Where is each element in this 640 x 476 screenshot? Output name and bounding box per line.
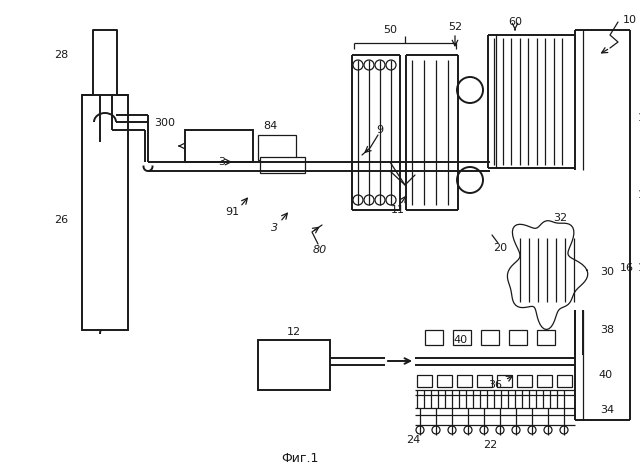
Circle shape bbox=[544, 426, 552, 434]
Text: 12: 12 bbox=[287, 327, 301, 337]
Bar bbox=[557, 375, 572, 387]
Circle shape bbox=[375, 195, 385, 205]
Bar bbox=[509, 330, 527, 345]
Text: 20: 20 bbox=[493, 243, 507, 253]
Bar bbox=[481, 330, 499, 345]
Circle shape bbox=[364, 195, 374, 205]
Bar bbox=[417, 375, 432, 387]
Text: 28: 28 bbox=[54, 50, 68, 60]
Text: 50: 50 bbox=[383, 25, 397, 35]
Text: 16: 16 bbox=[620, 263, 634, 273]
Bar bbox=[477, 375, 492, 387]
Text: 3: 3 bbox=[271, 223, 278, 233]
Text: 3: 3 bbox=[218, 157, 225, 167]
Text: 60: 60 bbox=[508, 17, 522, 27]
Circle shape bbox=[457, 167, 483, 193]
Bar bbox=[453, 330, 471, 345]
Bar bbox=[457, 375, 472, 387]
Bar bbox=[437, 375, 452, 387]
Circle shape bbox=[364, 60, 374, 70]
Text: 38: 38 bbox=[600, 325, 614, 335]
Circle shape bbox=[457, 77, 483, 103]
Bar bbox=[425, 330, 443, 345]
Circle shape bbox=[416, 426, 424, 434]
Text: 36: 36 bbox=[488, 380, 502, 390]
Text: 84: 84 bbox=[263, 121, 277, 131]
Text: 52: 52 bbox=[448, 22, 462, 32]
Text: 32: 32 bbox=[553, 213, 567, 223]
Text: 11: 11 bbox=[391, 205, 405, 215]
Circle shape bbox=[386, 60, 396, 70]
Text: 300: 300 bbox=[154, 118, 175, 128]
Text: 10: 10 bbox=[623, 15, 637, 25]
Circle shape bbox=[480, 426, 488, 434]
Text: 9: 9 bbox=[376, 125, 383, 135]
Text: Фиг.1: Фиг.1 bbox=[282, 452, 319, 465]
Bar bbox=[258, 135, 296, 160]
Bar bbox=[258, 340, 330, 390]
Bar bbox=[185, 130, 253, 162]
Text: 18: 18 bbox=[638, 113, 640, 123]
Circle shape bbox=[528, 426, 536, 434]
Text: 24: 24 bbox=[406, 435, 420, 445]
Circle shape bbox=[560, 426, 568, 434]
Text: 16: 16 bbox=[638, 263, 640, 273]
Text: 40: 40 bbox=[453, 335, 467, 345]
Bar bbox=[537, 375, 552, 387]
Bar bbox=[537, 330, 555, 345]
Circle shape bbox=[353, 195, 363, 205]
Text: 91: 91 bbox=[225, 207, 239, 217]
Circle shape bbox=[448, 426, 456, 434]
Text: 34: 34 bbox=[600, 405, 614, 415]
Text: 80: 80 bbox=[313, 245, 327, 255]
Text: 40: 40 bbox=[598, 370, 612, 380]
Circle shape bbox=[512, 426, 520, 434]
Bar bbox=[260, 157, 305, 173]
Bar bbox=[82, 95, 128, 330]
Circle shape bbox=[353, 60, 363, 70]
Circle shape bbox=[432, 426, 440, 434]
Circle shape bbox=[496, 426, 504, 434]
Circle shape bbox=[386, 195, 396, 205]
Text: 30: 30 bbox=[600, 267, 614, 277]
Bar bbox=[497, 375, 512, 387]
Bar bbox=[517, 375, 532, 387]
Text: 14: 14 bbox=[638, 190, 640, 200]
Text: 22: 22 bbox=[483, 440, 497, 450]
Circle shape bbox=[375, 60, 385, 70]
Text: 26: 26 bbox=[54, 215, 68, 225]
Circle shape bbox=[464, 426, 472, 434]
